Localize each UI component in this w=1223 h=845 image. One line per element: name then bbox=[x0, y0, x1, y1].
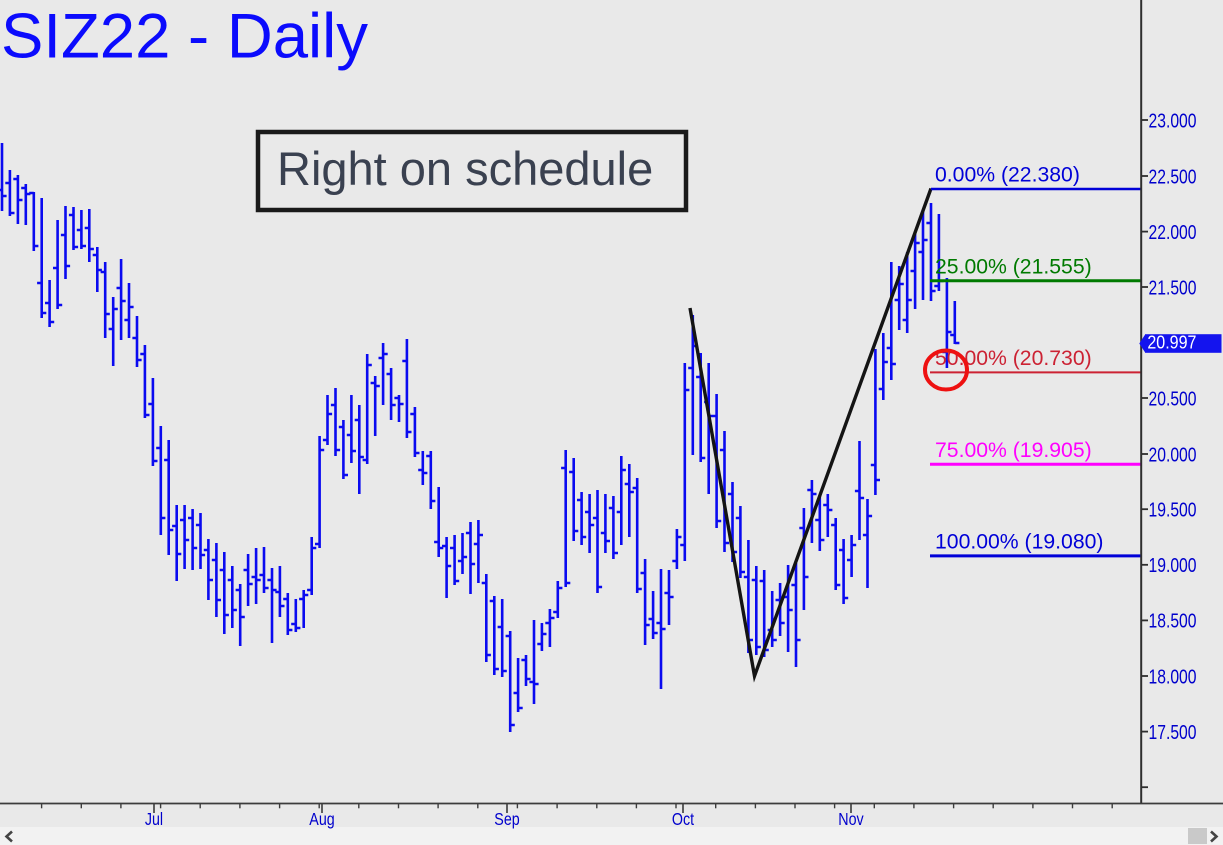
svg-text:Jul: Jul bbox=[145, 809, 163, 829]
svg-text:17.500: 17.500 bbox=[1149, 722, 1197, 744]
svg-text:18.500: 18.500 bbox=[1149, 611, 1197, 633]
svg-text:25.00% (21.555): 25.00% (21.555) bbox=[935, 255, 1092, 278]
svg-text:21.500: 21.500 bbox=[1149, 277, 1197, 299]
svg-text:SIZ22 - Daily: SIZ22 - Daily bbox=[1, 2, 368, 72]
svg-text:23.000: 23.000 bbox=[1149, 110, 1197, 132]
svg-text:100.00% (19.080): 100.00% (19.080) bbox=[935, 531, 1103, 554]
svg-text:18.000: 18.000 bbox=[1149, 666, 1197, 688]
svg-text:19.500: 19.500 bbox=[1149, 500, 1197, 522]
svg-text:20.997: 20.997 bbox=[1147, 333, 1196, 353]
svg-text:20.500: 20.500 bbox=[1149, 388, 1197, 410]
svg-text:Sep: Sep bbox=[494, 809, 519, 829]
svg-text:Right on schedule: Right on schedule bbox=[277, 142, 653, 195]
svg-text:Oct: Oct bbox=[672, 809, 694, 829]
svg-text:22.000: 22.000 bbox=[1149, 222, 1197, 244]
svg-text:19.000: 19.000 bbox=[1149, 555, 1197, 577]
svg-text:20.000: 20.000 bbox=[1149, 444, 1197, 466]
svg-text:0.00% (22.380): 0.00% (22.380) bbox=[935, 164, 1080, 187]
svg-text:50.00% (20.730): 50.00% (20.730) bbox=[935, 347, 1092, 370]
svg-text:22.500: 22.500 bbox=[1149, 166, 1197, 188]
svg-text:Nov: Nov bbox=[838, 809, 864, 829]
svg-text:75.00% (19.905): 75.00% (19.905) bbox=[935, 439, 1092, 462]
svg-text:Aug: Aug bbox=[309, 809, 334, 829]
